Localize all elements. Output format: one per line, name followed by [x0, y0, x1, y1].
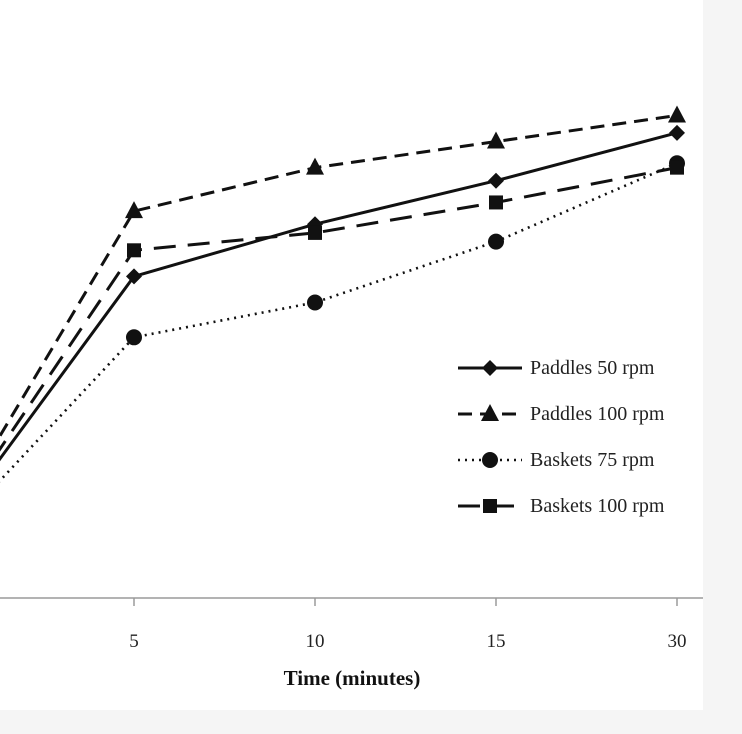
series-square	[0, 160, 684, 452]
data-point-triangle	[668, 105, 686, 123]
data-point-diamond	[488, 172, 504, 189]
series-triangle	[0, 105, 686, 439]
legend-marker-triangle	[481, 404, 499, 421]
legend-label: Paddles 50 rpm	[530, 357, 655, 379]
x-tick-label: 10	[306, 631, 325, 652]
legend-label: Baskets 100 rpm	[530, 495, 665, 517]
series-layer	[0, 105, 686, 483]
data-point-triangle	[487, 131, 505, 149]
x-tick-label: 5	[129, 631, 139, 652]
data-point-square	[308, 225, 322, 240]
data-point-triangle	[306, 157, 324, 175]
series-circle	[0, 155, 685, 483]
legend-item: Baskets 75 rpm	[458, 449, 655, 471]
legend-item: Paddles 100 rpm	[458, 403, 665, 425]
x-tick-label: 30	[668, 631, 687, 652]
line-chart: 5 10 15 30 Paddles 50 rpm Paddles 100 rpm Bas…	[0, 105, 703, 690]
series-diamond	[0, 124, 685, 462]
data-point-diamond	[126, 268, 142, 285]
data-point-diamond	[669, 124, 685, 141]
chart-area: 5 10 15 30 Paddles 50 rpm Paddles 100 rpm Bas…	[0, 105, 703, 690]
legend: Paddles 50 rpm Paddles 100 rpm Baskets 75 …	[458, 357, 665, 517]
series-line	[0, 166, 678, 452]
legend-label: Paddles 100 rpm	[530, 403, 665, 425]
legend-marker-diamond	[482, 360, 498, 376]
legend-item: Paddles 50 rpm	[458, 357, 655, 379]
data-point-square	[127, 243, 141, 258]
data-point-square	[670, 160, 684, 175]
x-tick-label: 15	[487, 631, 506, 652]
legend-label: Baskets 75 rpm	[530, 449, 655, 471]
x-axis: 5 10 15 30	[0, 597, 703, 652]
legend-item: Baskets 100 rpm	[458, 495, 665, 517]
legend-marker-square	[483, 499, 497, 513]
legend-marker-circle	[482, 452, 498, 468]
x-axis-title: Time (minutes)	[284, 666, 421, 690]
data-point-circle	[488, 233, 504, 250]
data-point-circle	[126, 329, 142, 346]
data-point-square	[489, 195, 503, 210]
data-point-triangle	[125, 201, 143, 219]
data-point-circle	[307, 294, 323, 311]
